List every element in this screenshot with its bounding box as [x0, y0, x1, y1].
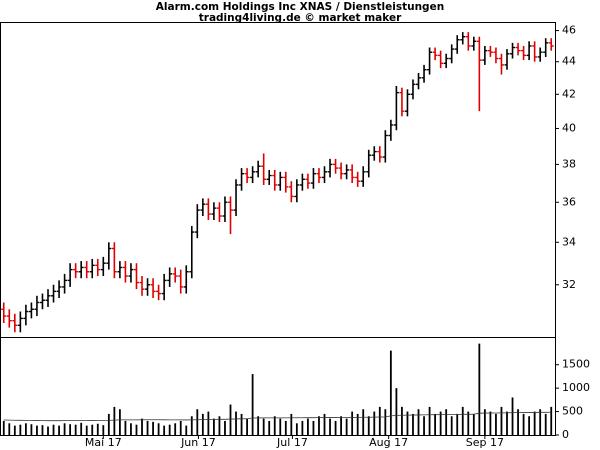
chart-title: Alarm.com Holdings Inc XNAS / Dienstleis…: [156, 1, 444, 13]
x-tick-label: Jun 17: [180, 436, 216, 449]
y-tick-label: 42: [562, 87, 576, 100]
y-tick-label: 1500: [562, 358, 590, 371]
y-tick-label: 32: [562, 278, 576, 291]
volume-frame: [0, 337, 556, 436]
y-tick-label: 1000: [562, 381, 590, 394]
x-tick-label: Jul 17: [276, 436, 308, 449]
chart-subtitle: trading4living.de © market maker: [199, 12, 402, 24]
y-tick-label: 34: [562, 235, 576, 248]
y-tick-label: 46: [562, 24, 576, 37]
y-tick-label: 38: [562, 157, 576, 170]
x-tick-label: Aug 17: [369, 436, 408, 449]
x-tick-label: Mai 17: [85, 436, 122, 449]
price-frame: [0, 22, 556, 338]
y-tick-label: 40: [562, 121, 576, 134]
y-tick-label: 0: [562, 428, 569, 441]
volume-average: [3, 411, 552, 422]
y-tick-label: 44: [562, 55, 576, 68]
y-tick-label: 36: [562, 195, 576, 208]
x-tick-label: Sep 17: [466, 436, 504, 449]
y-tick-label: 500: [562, 405, 583, 418]
